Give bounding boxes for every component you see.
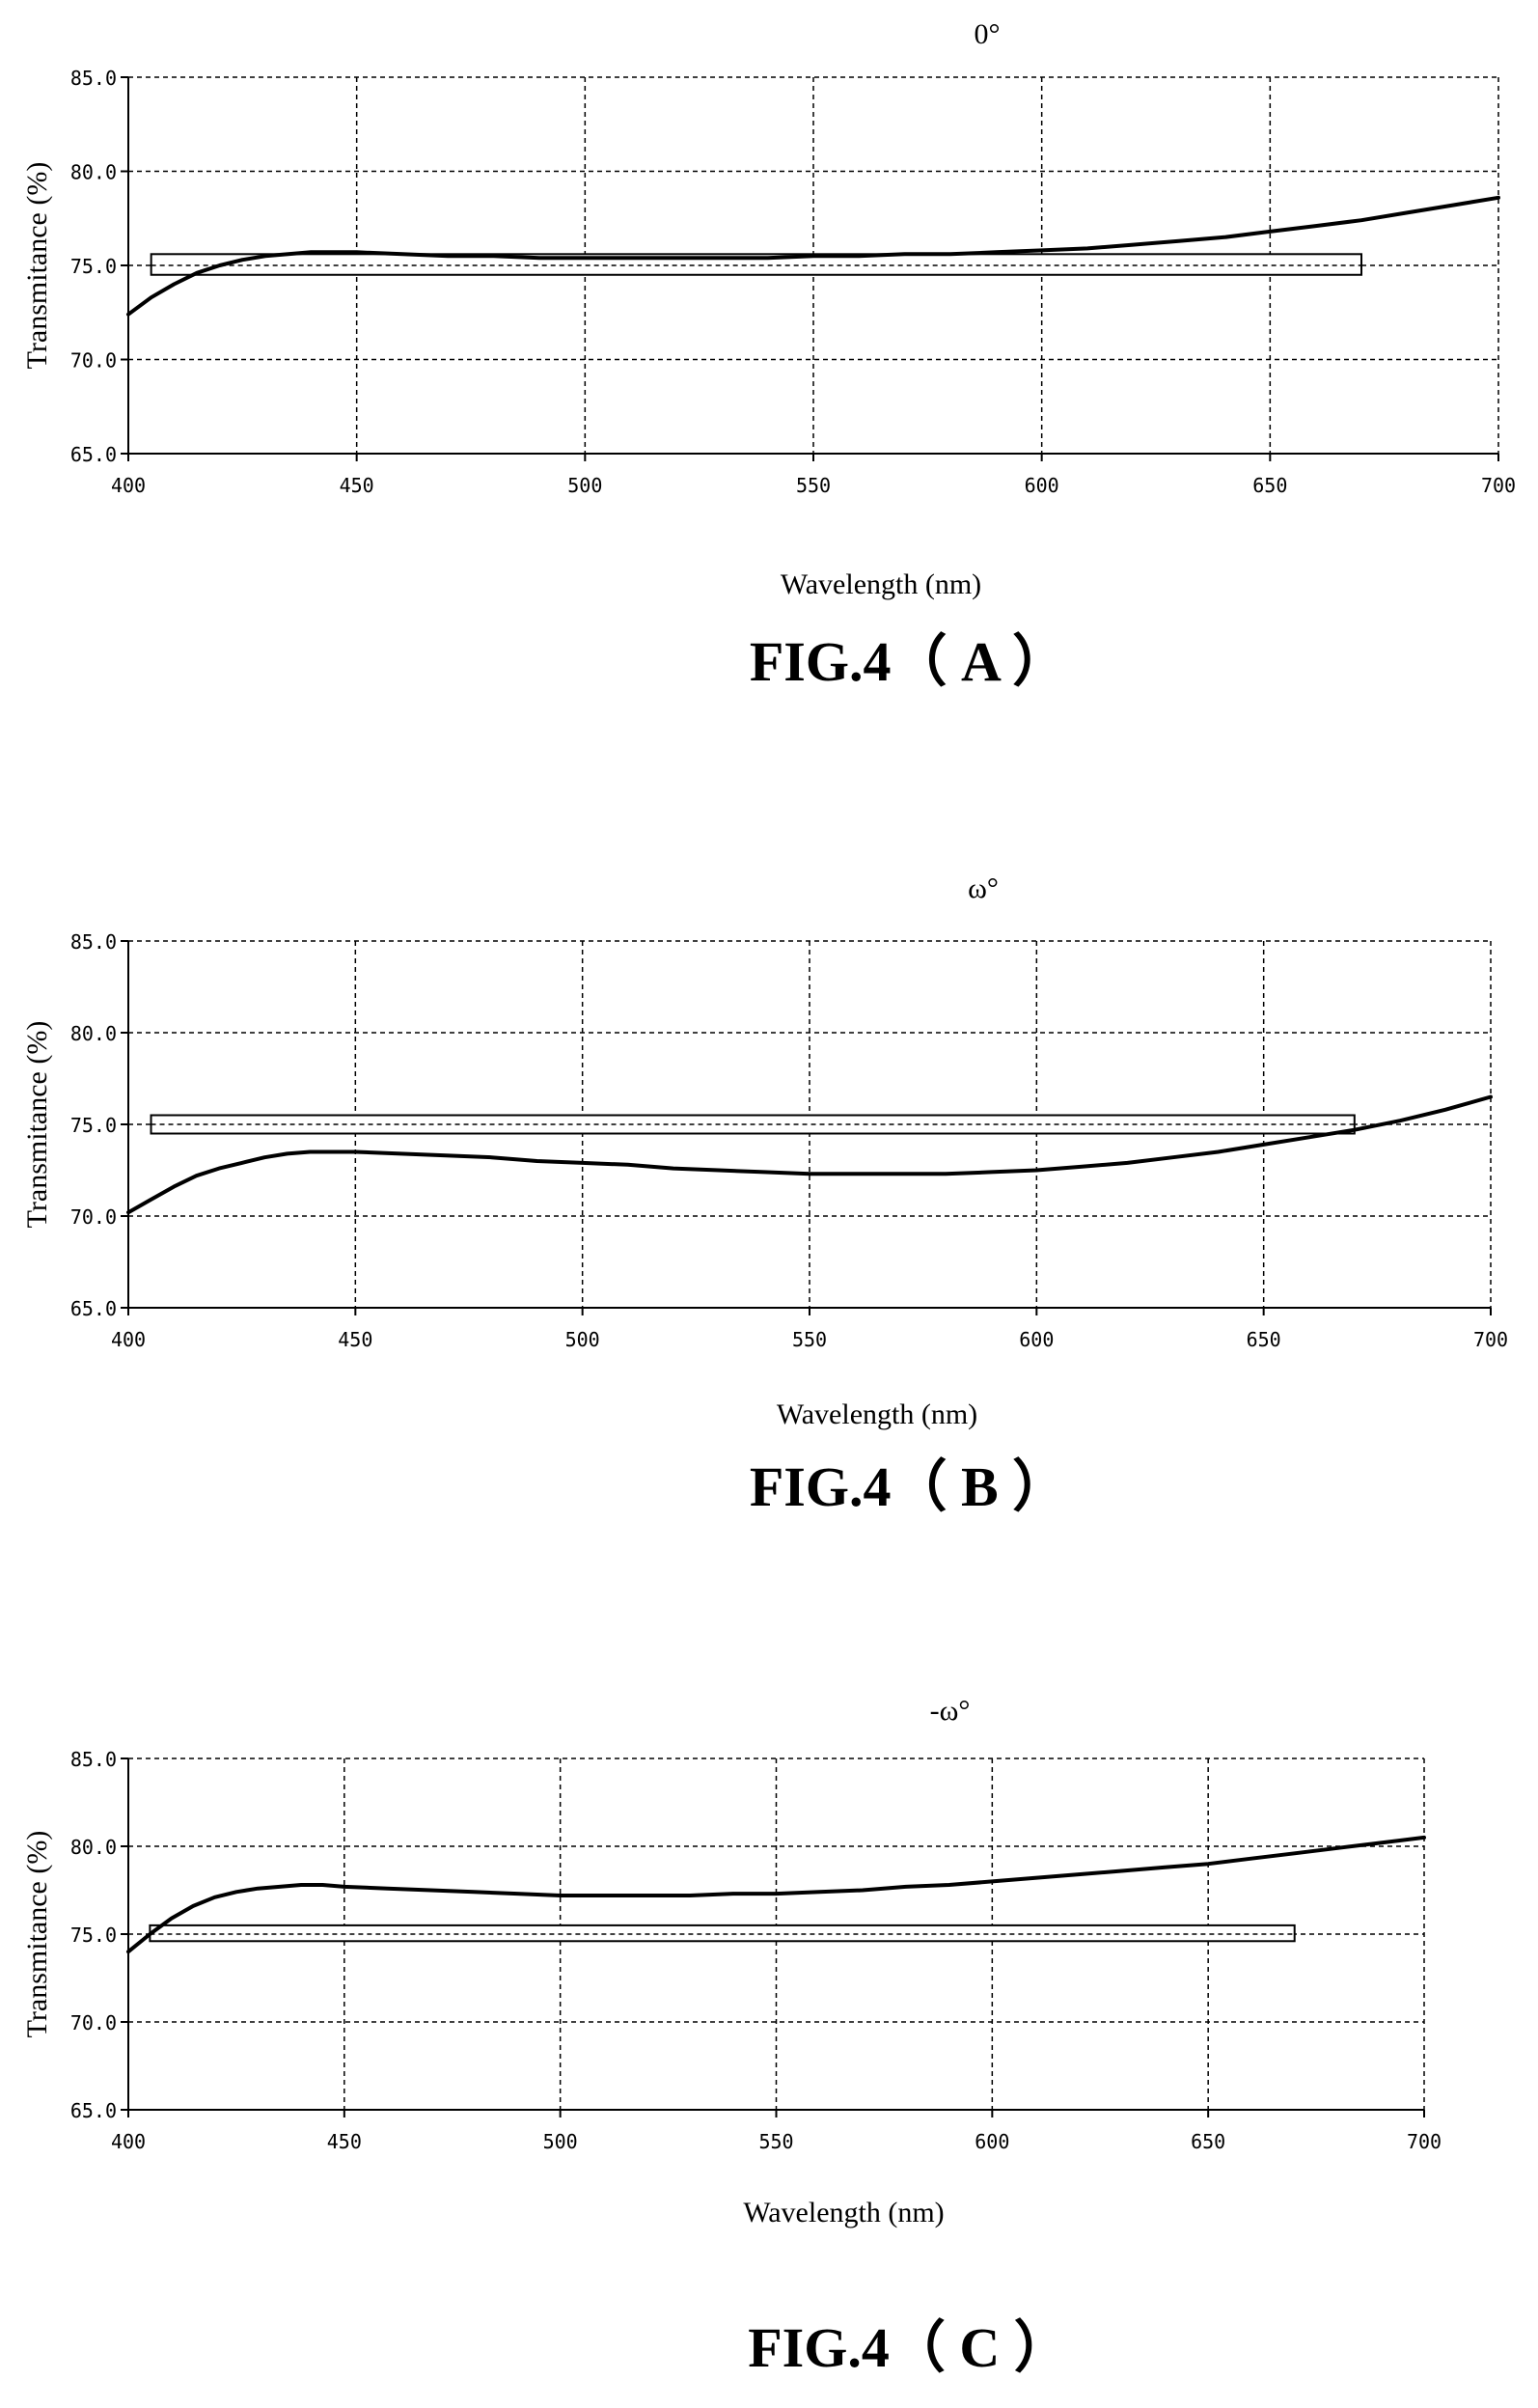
x-tick-label: 400	[111, 474, 146, 497]
y-tick-label: 75.0	[70, 1924, 117, 1947]
x-axis-label: Wavelength (nm)	[777, 1398, 977, 1430]
x-tick-label: 550	[758, 2130, 793, 2153]
x-tick-label: 600	[975, 2130, 1009, 2153]
y-axis-label: Transmitance (%)	[21, 1021, 53, 1229]
y-tick-label: 65.0	[70, 2099, 117, 2122]
y-tick-label: 75.0	[70, 255, 117, 278]
y-tick-label: 70.0	[70, 1205, 117, 1229]
y-tick-label: 85.0	[70, 930, 117, 954]
figure-caption: FIG.4（ C ）	[748, 2316, 1070, 2379]
x-tick-label: 500	[543, 2130, 578, 2153]
chart-title: -ω°	[930, 1695, 971, 1727]
y-tick-label: 75.0	[70, 1114, 117, 1137]
reference-band	[149, 1924, 1296, 1943]
chart-panel-2: -ω° 65.0 70.0 75.0 80.0 85.0 400 450 500 550 600 65…	[21, 1695, 1442, 2379]
x-tick-label: 450	[340, 474, 374, 497]
x-tick-label: 400	[111, 2130, 146, 2153]
y-tick-label: 85.0	[70, 1748, 117, 1771]
x-tick-label: 600	[1019, 1328, 1054, 1351]
transmittance-curve	[126, 1094, 1493, 1215]
x-axis-label: Wavelength (nm)	[743, 2197, 944, 2228]
figure-caption: FIG.4（ A ）	[750, 630, 1068, 693]
figure-caption: FIG.4（ B ）	[750, 1455, 1068, 1518]
transmittance-curve	[126, 1835, 1426, 1954]
x-tick-label: 550	[796, 474, 831, 497]
y-tick-label: 70.0	[70, 2011, 117, 2034]
y-tick-label: 80.0	[70, 1836, 117, 1859]
x-tick-label: 650	[1252, 474, 1287, 497]
x-tick-label: 400	[111, 1328, 146, 1351]
chart-title: 0°	[975, 18, 1001, 50]
x-tick-label: 700	[1481, 474, 1516, 497]
chart-title: ω°	[968, 872, 999, 904]
chart-panel-0: 0° 65.0 70.0 75.0 80.0 85.0 400 450 500 550 600 650…	[21, 18, 1516, 693]
x-tick-label: 700	[1407, 2130, 1442, 2153]
y-tick-label: 65.0	[70, 1297, 117, 1320]
x-tick-label: 600	[1025, 474, 1059, 497]
y-axis-label: Transmitance (%)	[21, 162, 53, 370]
y-tick-label: 70.0	[70, 349, 117, 373]
reference-band	[150, 253, 1363, 276]
x-tick-label: 500	[567, 474, 602, 497]
x-axis-label: Wavelength (nm)	[781, 568, 981, 600]
x-tick-label: 550	[792, 1328, 827, 1351]
x-tick-label: 700	[1473, 1328, 1508, 1351]
y-tick-label: 80.0	[70, 161, 117, 184]
x-tick-label: 650	[1191, 2130, 1225, 2153]
x-tick-label: 450	[338, 1328, 372, 1351]
y-tick-label: 65.0	[70, 443, 117, 466]
y-axis-label: Transmitance (%)	[21, 1831, 53, 2038]
x-tick-label: 650	[1247, 1328, 1281, 1351]
x-tick-label: 500	[565, 1328, 600, 1351]
transmittance-curve	[126, 195, 1500, 317]
x-tick-label: 450	[327, 2130, 362, 2153]
y-tick-label: 80.0	[70, 1022, 117, 1045]
y-tick-label: 85.0	[70, 67, 117, 90]
chart-panel-1: ω° 65.0 70.0 75.0 80.0 85.0 400 450 500 550 600 650…	[21, 872, 1508, 1518]
